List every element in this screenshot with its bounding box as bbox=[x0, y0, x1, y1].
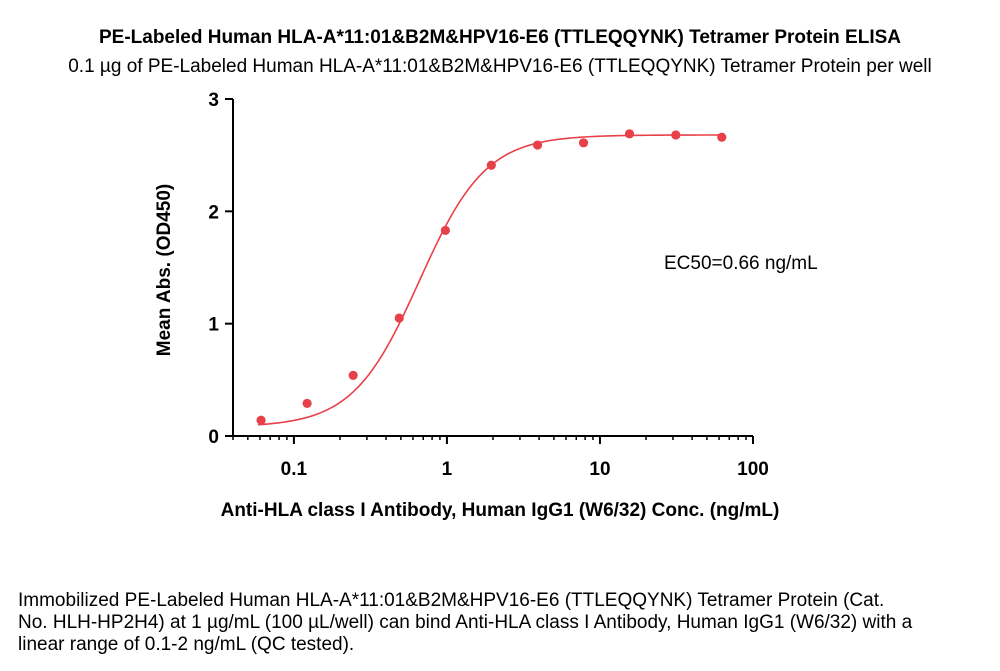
data-point bbox=[348, 370, 358, 380]
x-axis-label: Anti-HLA class I Antibody, Human IgG1 (W… bbox=[220, 500, 780, 521]
fit-curve bbox=[257, 134, 724, 426]
x-tick-label: 100 bbox=[737, 459, 769, 480]
data-point bbox=[532, 140, 543, 150]
chart-subtitle: 0.1 µg of PE-Labeled Human HLA-A*11:01&B… bbox=[68, 56, 932, 77]
y-axis-label-wrap: Mean Abs. (OD450) bbox=[148, 100, 182, 440]
x-tick-label: 1 bbox=[442, 459, 453, 480]
y-tick-label: 2 bbox=[208, 202, 219, 223]
data-point bbox=[671, 130, 681, 140]
chart-title: PE-Labeled Human HLA-A*11:01&B2M&HPV16-E… bbox=[98, 27, 902, 48]
data-point bbox=[302, 398, 312, 409]
data-point bbox=[440, 225, 450, 236]
data-points bbox=[256, 129, 727, 425]
y-tick-label: 1 bbox=[208, 315, 219, 336]
figure-caption: Immobilized PE-Labeled Human HLA-A*11:01… bbox=[18, 590, 913, 655]
y-tick-label: 3 bbox=[208, 90, 219, 111]
data-point bbox=[717, 132, 727, 142]
chart-axes: 0 1 2 3 0.1 1 10 100 bbox=[208, 90, 768, 480]
data-point bbox=[394, 313, 404, 323]
y-axis-label: Mean Abs. (OD450) bbox=[154, 183, 175, 357]
x-tick-label: 0.1 bbox=[281, 459, 308, 480]
data-point bbox=[578, 138, 589, 148]
ec50-annotation: EC50=0.66 ng/mL bbox=[664, 253, 818, 274]
x-tick-label: 10 bbox=[589, 459, 610, 480]
data-point bbox=[256, 415, 266, 425]
data-point bbox=[624, 129, 635, 139]
elisa-chart: 0 1 2 3 0.1 1 10 100 bbox=[208, 90, 768, 480]
data-point bbox=[486, 160, 496, 170]
y-tick-label: 0 bbox=[208, 427, 219, 448]
